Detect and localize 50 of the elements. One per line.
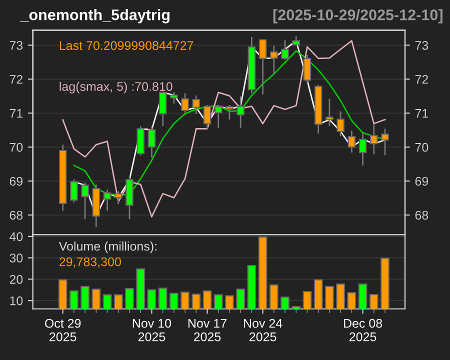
y2-tick-label: 68: [415, 210, 428, 220]
y2-tick-label: 72: [415, 74, 428, 84]
candlestick: [303, 55, 312, 83]
candlestick: [226, 104, 234, 120]
candlestick: [326, 98, 334, 126]
candlestick: [192, 95, 200, 114]
candlestick: [258, 39, 267, 94]
y-tick-label: 68: [10, 210, 23, 220]
y-tick-label: 10: [10, 296, 23, 306]
y-tick-label: 30: [10, 254, 23, 262]
candlestick: [203, 104, 212, 130]
annotation: lag(smax, 5) :70.810: [60, 82, 172, 94]
y-tick-label: 20: [10, 274, 23, 284]
candlestick: [158, 92, 167, 126]
candlestick: [103, 190, 112, 211]
candlestick: [214, 104, 222, 128]
x-tick-label: Nov 17 2025: [188, 319, 226, 342]
y2-tick-label: 71: [415, 109, 428, 118]
y-tick-label: 73: [10, 40, 23, 50]
candlestick: [270, 46, 278, 75]
candlestick: [381, 128, 389, 156]
y2-tick-label: 73: [415, 40, 428, 50]
x-tick-label: Oct 29 2025: [45, 318, 81, 342]
annotation: 29,783,300: [60, 257, 121, 268]
candlestick: [148, 126, 156, 158]
candlestick: [81, 182, 89, 220]
y2-tick-label: 70: [415, 142, 428, 152]
y-tick-label: 71: [10, 109, 23, 118]
y2-tick-label: 69: [415, 176, 428, 186]
y-tick-label: 69: [10, 176, 23, 186]
x-tick-label: Nov 24 2025: [244, 318, 282, 342]
y-tick-label: 72: [10, 74, 22, 84]
candlestick: [358, 133, 367, 166]
y-tick-label: 70: [10, 142, 23, 152]
candlestick: [170, 92, 178, 104]
candlestick: [114, 191, 122, 204]
x-tick-label: Nov 10 2025: [132, 318, 172, 342]
candlestick: [336, 111, 344, 136]
annotation: Volume (millions):: [58, 242, 156, 254]
candlestick: [370, 124, 378, 154]
chart-title: _onemonth_5daytrig: [20, 9, 170, 24]
x-tick-label: Dec 08 2025: [344, 318, 382, 342]
annotation: Last 70.2099990844727: [60, 41, 194, 50]
chart-subtitle: [2025-10-29/2025-12-10]: [273, 9, 442, 24]
y-tick-label: 40: [10, 232, 23, 242]
candlestick: [236, 96, 244, 128]
candlestick: [70, 179, 78, 202]
candlestick: [281, 40, 289, 60]
candlestick: [181, 93, 189, 113]
candlestick: [348, 130, 356, 153]
